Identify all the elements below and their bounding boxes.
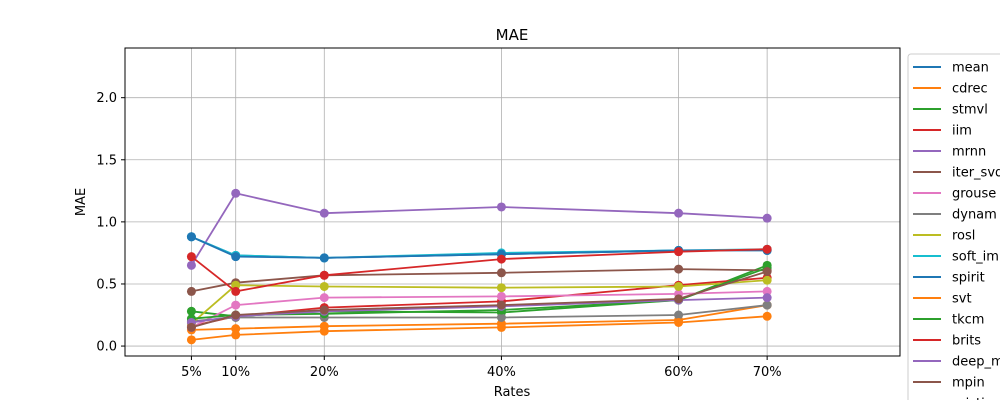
legend-label: grouse: [952, 187, 996, 202]
data-point-brits: [231, 286, 241, 296]
chart-title: MAE: [496, 26, 529, 44]
data-point-svt: [762, 311, 772, 321]
data-point-mpin: [186, 322, 196, 332]
legend-label: pristi: [952, 397, 985, 400]
data-point-rosl: [319, 281, 329, 291]
data-point-dynammo: [762, 300, 772, 310]
x-tick-label: 20%: [310, 365, 339, 380]
y-tick-label: 0.5: [96, 277, 117, 292]
data-point-brits: [674, 247, 684, 257]
data-point-grouse: [762, 286, 772, 296]
data-point-brits: [496, 254, 506, 264]
grid: [125, 48, 900, 356]
data-point-iter-svd: [186, 286, 196, 296]
legend-box: [907, 53, 1000, 400]
series-line-mrnn: [190, 192, 768, 266]
legend-label: iter_svd: [952, 166, 1000, 181]
legend-label: brits: [952, 334, 981, 349]
data-point-mrnn: [496, 202, 506, 212]
y-tick-label: 1.0: [96, 215, 117, 230]
data-point-rosl: [674, 281, 684, 291]
series-line-rosl: [190, 279, 768, 325]
plot-frame: [124, 47, 901, 357]
y-tick-label: 1.5: [96, 153, 117, 168]
series-line-cdrec: [191, 304, 768, 331]
legend-label: deep_m: [952, 355, 1000, 370]
data-point-brits: [319, 270, 329, 280]
data-point-iter-svd: [496, 268, 506, 278]
legend-label: iim: [952, 124, 972, 139]
x-tick-label: 60%: [664, 365, 693, 380]
legend-label: mrnn: [952, 145, 986, 160]
data-point-rosl: [496, 283, 506, 293]
data-point-mrnn: [186, 260, 196, 270]
x-tick-label: 40%: [487, 365, 516, 380]
data-point-svt: [674, 317, 684, 327]
legend-label: stmvl: [952, 103, 988, 118]
x-tick-label: 5%: [181, 365, 202, 380]
legend-label: dynam: [952, 208, 997, 223]
series-line-mpin: [191, 270, 768, 329]
data-point-spirit: [319, 253, 329, 263]
data-point-grouse: [319, 293, 329, 303]
data-point-mrnn: [674, 208, 684, 218]
legend-label: tkcm: [952, 313, 984, 328]
x-axis: 5% 10% 20% 40% 60% 70%: [181, 356, 782, 380]
data-point-brits: [762, 244, 772, 254]
y-tick-label: 2.0: [96, 91, 117, 106]
legend-label: svt: [952, 292, 972, 307]
data-point-brits: [186, 252, 196, 262]
legend-label: rosl: [952, 229, 975, 244]
y-axis-label: MAE: [74, 188, 89, 216]
y-axis: 0.0 0.5 1.0 1.5 2.0: [96, 91, 125, 355]
data-point-mpin: [674, 294, 684, 304]
legend-label: spirit: [952, 271, 985, 286]
data-point-mpin: [231, 310, 241, 320]
legend-label: cdrec: [952, 82, 988, 97]
x-tick-label: 10%: [221, 365, 250, 380]
series-line-brits: [190, 248, 768, 293]
data-point-spirit: [231, 252, 241, 262]
data-point-svt: [186, 335, 196, 345]
data-point-svt: [231, 330, 241, 340]
data-point-rosl: [762, 275, 772, 285]
x-tick-label: 70%: [753, 365, 782, 380]
data-point-mrnn: [762, 213, 772, 223]
legend-label: mpin: [952, 376, 985, 391]
data-point-mpin: [496, 300, 506, 310]
data-point-cdrec: [231, 324, 241, 334]
data-point-dynammo: [674, 310, 684, 320]
series-line-iter-svd: [191, 268, 768, 293]
data-point-iter-svd: [674, 264, 684, 274]
x-axis-label: Rates: [494, 385, 531, 400]
series-group: [186, 188, 772, 345]
data-point-mpin: [319, 305, 329, 315]
data-point-svt: [319, 326, 329, 336]
data-point-rosl: [231, 280, 241, 290]
legend-label: mean: [952, 61, 989, 76]
series-line-svt: [191, 315, 768, 341]
data-point-spirit: [186, 232, 196, 242]
data-point-stmvl: [186, 306, 196, 316]
data-point-svt: [496, 322, 506, 332]
data-point-grouse: [231, 300, 241, 310]
y-tick-label: 0.0: [96, 340, 117, 355]
data-point-mrnn: [231, 188, 241, 198]
data-point-mrnn: [319, 208, 329, 218]
legend-label: soft_im: [952, 250, 999, 265]
data-point-deep-mvi: [762, 293, 772, 303]
data-point-mpin: [762, 267, 772, 277]
data-point-grouse: [496, 291, 506, 301]
data-point-dynammo: [496, 313, 506, 322]
